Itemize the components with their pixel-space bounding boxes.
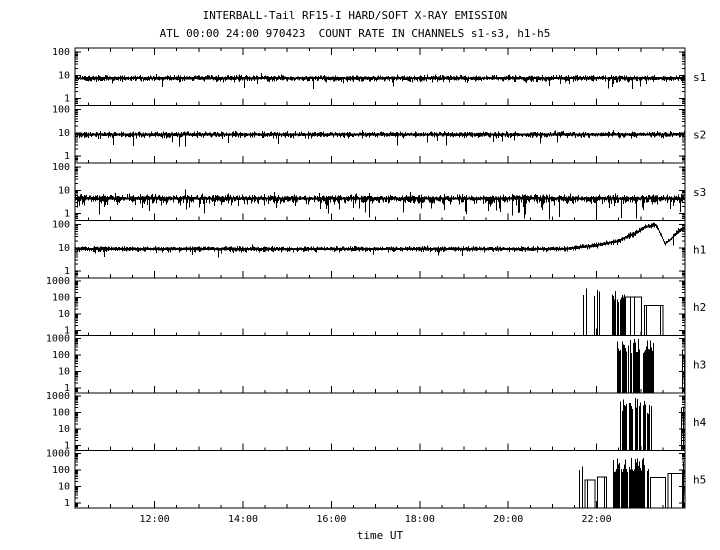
x-tick-label-20:00: 20:00 xyxy=(493,514,523,525)
y-tick-label-h4-100: 100 xyxy=(52,407,70,418)
chart-title: INTERBALL-Tail RF15-I HARD/SOFT X-RAY EM… xyxy=(202,9,508,22)
panel-frame-s3 xyxy=(74,162,686,221)
panel-frame-h3 xyxy=(74,335,686,394)
panel-label-s1: s1 xyxy=(693,71,706,84)
panel-label-h5: h5 xyxy=(693,473,706,486)
x-axis-title: time UT xyxy=(356,529,404,542)
series-h5 xyxy=(579,458,684,508)
y-tick-label-h2-1000: 1000 xyxy=(46,276,70,287)
y-tick-label-h3-1000: 1000 xyxy=(46,333,70,344)
series-h4 xyxy=(620,398,684,451)
y-tick-label-h4-1000: 1000 xyxy=(46,391,70,402)
panel-label-s2: s2 xyxy=(693,128,706,141)
x-tick-label-12:00: 12:00 xyxy=(140,514,170,525)
series-s2 xyxy=(75,130,685,147)
y-tick-label-h4-1: 1 xyxy=(64,441,70,452)
y-tick-label-h4-10: 10 xyxy=(58,424,70,435)
panel-frame-h4 xyxy=(74,392,686,451)
y-tick-label-h2-100: 100 xyxy=(52,292,70,303)
y-tick-label-h3-1: 1 xyxy=(64,383,70,394)
x-tick-label-18:00: 18:00 xyxy=(405,514,435,525)
y-tick-label-h3-100: 100 xyxy=(52,350,70,361)
y-tick-label-s1-100: 100 xyxy=(52,47,70,58)
y-tick-label-s3-100: 100 xyxy=(52,162,70,173)
series-h3 xyxy=(617,339,685,393)
panel-ticks-h3 xyxy=(75,337,686,394)
y-tick-label-h2-1: 1 xyxy=(64,326,70,337)
y-tick-label-s2-10: 10 xyxy=(58,128,70,139)
panel-label-h4: h4 xyxy=(693,416,707,429)
y-tick-label-h5-1: 1 xyxy=(64,498,70,509)
panel-label-h2: h2 xyxy=(693,301,706,314)
panel-label-h1: h1 xyxy=(693,243,706,256)
y-tick-label-s2-100: 100 xyxy=(52,105,70,116)
x-tick-label-22:00: 22:00 xyxy=(582,514,612,525)
y-tick-label-h1-100: 100 xyxy=(52,220,70,231)
series-h1 xyxy=(75,222,685,258)
y-tick-label-h2-10: 10 xyxy=(58,309,70,320)
panel-ticks-s3 xyxy=(75,166,686,221)
y-tick-label-s1-10: 10 xyxy=(58,70,70,81)
panel-frame-h5 xyxy=(74,450,686,509)
series-h2 xyxy=(583,288,664,336)
series-s1 xyxy=(75,73,685,90)
x-tick-label-16:00: 16:00 xyxy=(316,514,346,525)
y-tick-label-s1-1: 1 xyxy=(64,94,70,105)
y-tick-label-h1-1: 1 xyxy=(64,266,70,277)
panel-ticks-h4 xyxy=(75,395,686,451)
y-tick-label-s2-1: 1 xyxy=(64,151,70,162)
panel-label-s3: s3 xyxy=(693,186,706,199)
panel-ticks-h1 xyxy=(75,224,686,279)
y-tick-label-h5-10: 10 xyxy=(58,482,70,493)
y-tick-label-h1-10: 10 xyxy=(58,243,70,254)
panel-ticks-h2 xyxy=(75,280,686,336)
y-tick-label-h5-100: 100 xyxy=(52,465,70,476)
chart-subtitle: ATL 00:00 24:00 970423 COUNT RATE IN CHA… xyxy=(159,27,551,40)
panel-frame-h2 xyxy=(74,277,686,336)
y-tick-label-h3-10: 10 xyxy=(58,367,70,378)
series-s3 xyxy=(75,189,685,220)
y-tick-label-s3-1: 1 xyxy=(64,209,70,220)
panel-label-h3: h3 xyxy=(693,358,706,371)
y-tick-label-h5-1000: 1000 xyxy=(46,448,70,459)
x-tick-label-14:00: 14:00 xyxy=(228,514,258,525)
y-tick-label-s3-10: 10 xyxy=(58,185,70,196)
